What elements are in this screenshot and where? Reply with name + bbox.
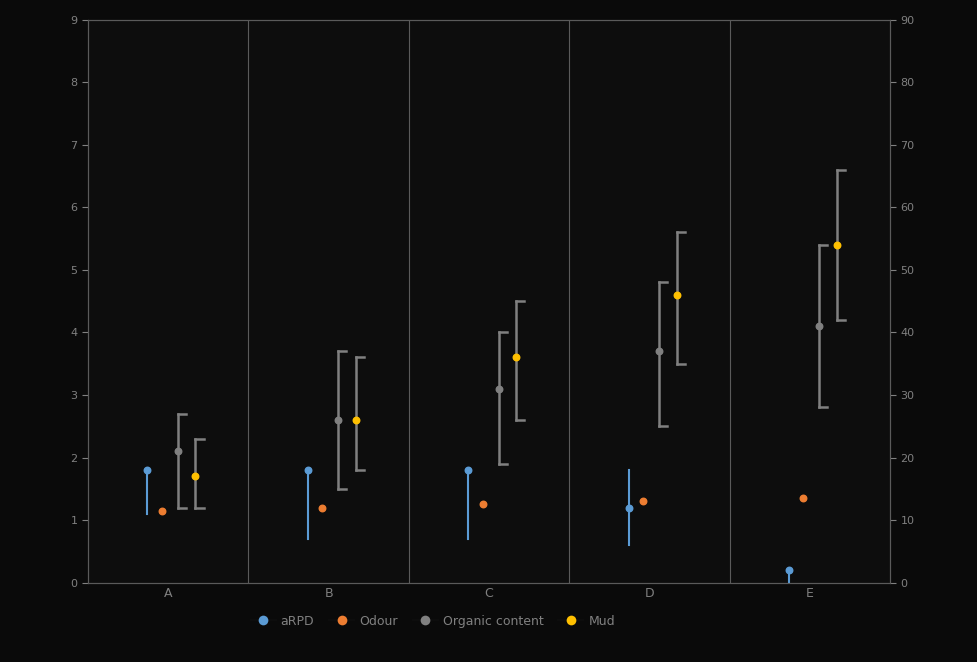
Point	[781, 565, 796, 575]
Point	[828, 240, 844, 250]
Legend: aRPD, Odour, Organic content, Mud: aRPD, Odour, Organic content, Mud	[245, 610, 619, 633]
Point	[634, 496, 650, 506]
Point	[188, 471, 203, 481]
Point	[508, 352, 524, 363]
Point	[170, 446, 186, 457]
Point	[620, 502, 636, 513]
Point	[811, 321, 827, 332]
Point	[314, 502, 329, 513]
Point	[330, 414, 346, 425]
Point	[300, 465, 316, 475]
Point	[153, 505, 169, 516]
Point	[490, 383, 506, 394]
Point	[651, 346, 666, 357]
Point	[460, 465, 476, 475]
Point	[140, 465, 155, 475]
Point	[794, 493, 810, 503]
Point	[474, 499, 489, 510]
Point	[668, 290, 684, 301]
Point	[348, 414, 363, 425]
